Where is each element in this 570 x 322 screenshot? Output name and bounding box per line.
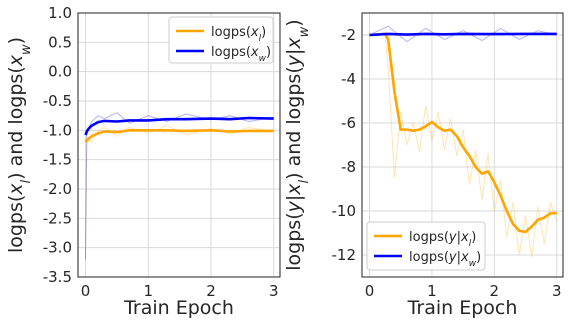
ytick-label: 1.0 (48, 4, 72, 22)
x-axis-label: Train Epoch (123, 297, 234, 319)
xtick-label: 3 (269, 282, 279, 300)
legend: logps(xl)logps(xw) (168, 16, 274, 64)
legend-label: logps(y|xl) (409, 230, 476, 249)
chart-right: -2 -4 -6 -8 -10 -12 0 1 2 3 Train Epoch logps(y|xl)… (283, 12, 564, 319)
axes-frame (361, 12, 564, 278)
ytick-label: -3.5 (43, 268, 72, 286)
axes-frame (77, 12, 281, 278)
ytick-label: 0.0 (48, 63, 72, 81)
xtick-label: 0 (365, 282, 375, 300)
ytick-label: -10 (332, 202, 357, 220)
legend: logps(y|xl)logps(y|xw) (366, 221, 486, 271)
ytick-label: -6 (341, 114, 356, 132)
legend-label: logps(xl) (211, 25, 266, 44)
ytick-label: -2.0 (43, 180, 72, 198)
ytick-label: -4 (341, 70, 356, 88)
y-axis-label: logps(y|xl) and logps(y|xw) (283, 19, 312, 270)
series-raw-line (369, 34, 558, 258)
x-axis-label: Train Epoch (407, 297, 518, 319)
ytick-label: -3.0 (43, 239, 72, 257)
ytick-label: -8 (341, 158, 356, 176)
xtick-label: 2 (490, 282, 500, 300)
ytick-label: -1.0 (43, 121, 72, 139)
legend-box (366, 221, 486, 271)
xtick-label: 1 (143, 282, 153, 300)
series-raw-line (85, 112, 274, 260)
xtick-label: 1 (427, 282, 437, 300)
series-line (84, 129, 274, 143)
legend-label: logps(xw) (211, 45, 271, 64)
series-line (369, 32, 557, 37)
ytick-label: -2 (341, 26, 356, 44)
series-raw-line (369, 25, 557, 43)
ytick-label: -12 (332, 246, 357, 264)
ytick-label: -0.5 (43, 92, 72, 110)
xtick-label: 2 (206, 282, 216, 300)
series-line (369, 32, 557, 234)
ytick-label: 0.5 (48, 33, 72, 51)
xtick-label: 0 (81, 282, 91, 300)
chart-left: 1.0 0.5 0.0 -0.5 -1.0 -1.5 -2.0 -2.5 -3.0 -3.5 0 1 2… (5, 4, 281, 319)
xtick-label: 3 (552, 282, 562, 300)
ytick-label: -2.5 (43, 209, 72, 227)
legend-label: logps(y|xw) (409, 250, 481, 269)
ytick-label: -1.5 (43, 151, 72, 169)
series-raw-line (85, 125, 274, 260)
y-axis-label: logps(xl) and logps(xw) (5, 37, 34, 253)
series-line (84, 116, 274, 136)
